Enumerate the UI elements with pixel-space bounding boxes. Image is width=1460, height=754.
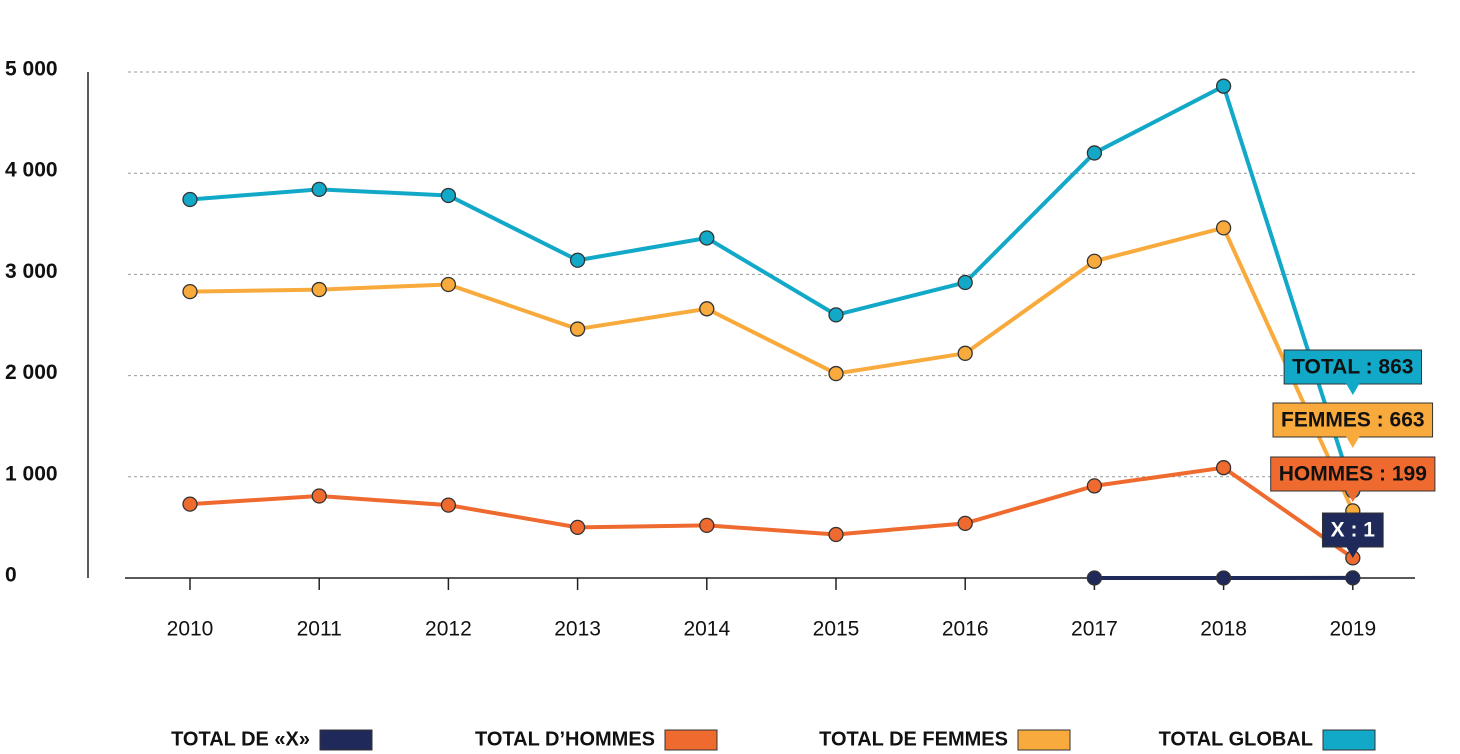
series-line bbox=[189, 84, 1355, 492]
data-point bbox=[957, 345, 973, 361]
data-point bbox=[311, 181, 327, 198]
data-point bbox=[828, 365, 844, 382]
data-point bbox=[957, 274, 973, 291]
data-point bbox=[182, 283, 198, 300]
y-tick-label: 5 000 bbox=[5, 58, 58, 81]
legend-label: TOTAL D’HOMMES bbox=[475, 728, 655, 750]
data-point bbox=[1215, 220, 1232, 236]
callout-pointer bbox=[1345, 436, 1360, 448]
callout: TOTAL : 863 bbox=[1283, 349, 1422, 395]
x-tick-label: 2016 bbox=[942, 618, 989, 641]
legend-swatch bbox=[664, 729, 718, 751]
y-tick-label: 2 000 bbox=[5, 361, 58, 384]
data-point bbox=[1086, 478, 1103, 494]
data-point bbox=[957, 515, 973, 532]
data-point bbox=[1086, 145, 1103, 161]
callout-pointer bbox=[1345, 546, 1360, 558]
callout-box bbox=[1283, 349, 1422, 385]
data-point bbox=[311, 488, 327, 504]
data-point bbox=[699, 301, 715, 317]
legend-label: TOTAL GLOBAL bbox=[1159, 728, 1313, 750]
legend-label: TOTAL DE FEMMES bbox=[819, 728, 1008, 750]
data-point bbox=[1086, 570, 1103, 586]
callout-box bbox=[1270, 456, 1436, 492]
data-point bbox=[1215, 570, 1232, 586]
value-label: TOTAL : 863 bbox=[1292, 356, 1413, 379]
data-point bbox=[1215, 460, 1232, 476]
data-point bbox=[440, 187, 457, 204]
callout: FEMMES : 663 bbox=[1272, 402, 1434, 448]
series-line bbox=[189, 465, 1354, 560]
x-tick-label: 2014 bbox=[683, 618, 730, 641]
x-tick-label: 2011 bbox=[297, 618, 342, 641]
series-line bbox=[189, 225, 1355, 512]
data-point bbox=[699, 517, 715, 534]
data-point bbox=[699, 230, 715, 246]
data-point bbox=[569, 519, 586, 536]
x-tick-label: 2019 bbox=[1329, 618, 1376, 641]
x-tick-label: 2018 bbox=[1200, 618, 1247, 641]
data-point bbox=[828, 526, 844, 543]
value-label: FEMMES : 663 bbox=[1281, 409, 1425, 432]
legend-label: TOTAL DE «X» bbox=[171, 728, 310, 750]
data-point bbox=[182, 496, 198, 512]
x-tick-label: 2015 bbox=[813, 618, 860, 641]
value-label: X : 1 bbox=[1331, 519, 1376, 542]
y-tick-label: 0 bbox=[5, 564, 17, 587]
callout-box bbox=[1272, 402, 1434, 438]
y-tick-label: 1 000 bbox=[5, 462, 58, 485]
callout-pointer bbox=[1345, 383, 1360, 395]
data-point bbox=[569, 321, 586, 337]
callout-pointer bbox=[1345, 490, 1360, 502]
data-point bbox=[182, 191, 198, 208]
data-point bbox=[569, 252, 586, 268]
data-point bbox=[440, 276, 457, 293]
legend-swatch bbox=[1017, 729, 1071, 751]
data-point bbox=[1215, 78, 1232, 94]
data-point bbox=[311, 281, 327, 298]
y-tick-label: 3 000 bbox=[5, 260, 58, 283]
callout: X : 1 bbox=[1321, 512, 1384, 558]
data-point bbox=[440, 497, 457, 513]
x-tick-label: 2017 bbox=[1071, 618, 1118, 641]
x-tick-label: 2013 bbox=[554, 618, 601, 641]
x-tick-label: 2010 bbox=[167, 618, 214, 641]
data-point bbox=[1086, 253, 1103, 269]
value-label: HOMMES : 199 bbox=[1279, 463, 1427, 486]
callout: HOMMES : 199 bbox=[1270, 456, 1436, 502]
y-tick-label: 4 000 bbox=[5, 159, 58, 182]
legend-swatch bbox=[319, 729, 373, 751]
x-tick-label: 2012 bbox=[425, 618, 472, 641]
data-point bbox=[828, 307, 844, 323]
data-point bbox=[1345, 570, 1361, 586]
legend-swatch bbox=[1322, 729, 1376, 751]
